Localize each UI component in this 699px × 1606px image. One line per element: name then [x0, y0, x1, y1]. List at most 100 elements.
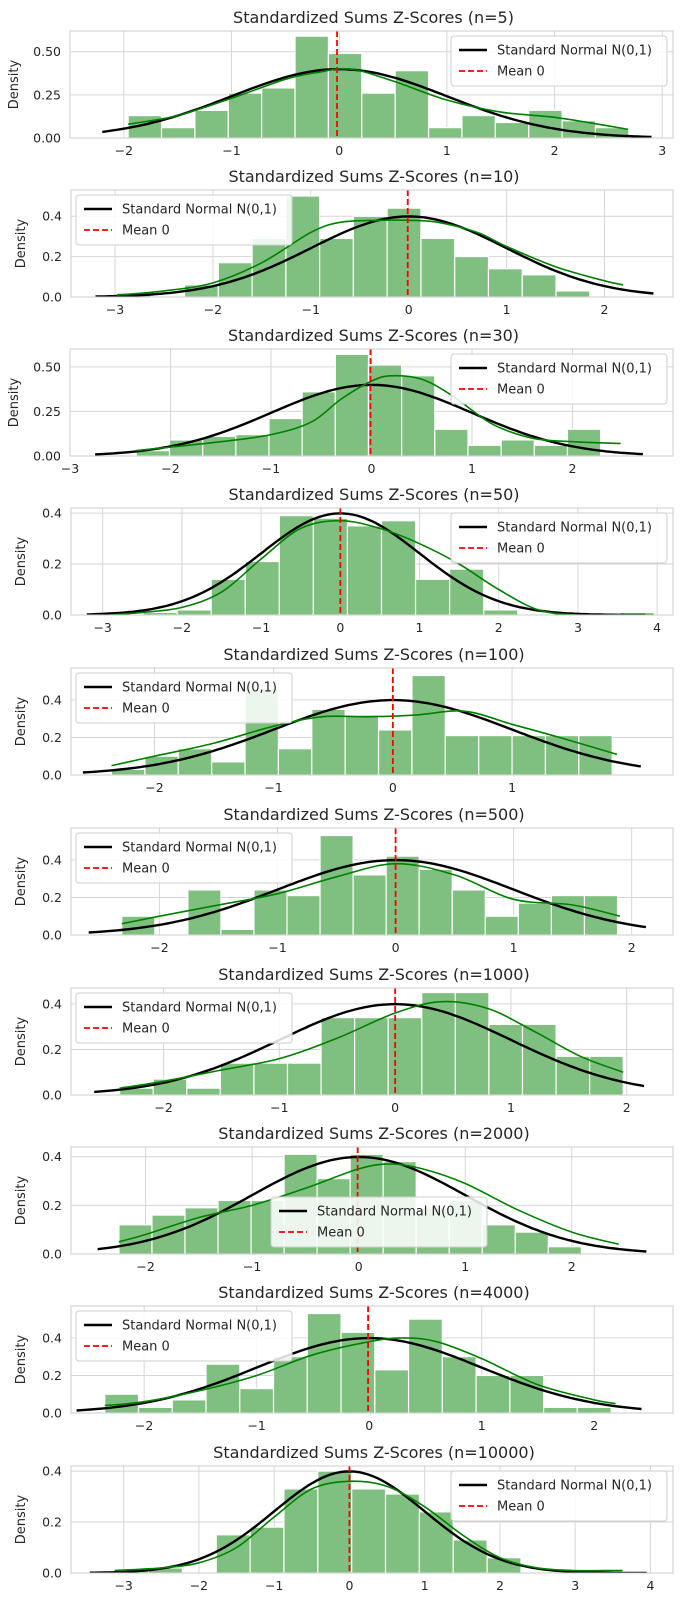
- x-tick-label: 2: [495, 620, 503, 635]
- y-tick-label: 0.0: [42, 608, 62, 623]
- histogram-bar: [268, 417, 303, 456]
- axes-frame: [70, 827, 674, 936]
- legend-mean-label: Mean 0: [497, 542, 545, 557]
- legend-box: [450, 512, 668, 564]
- y-tick-label: 0.2: [42, 890, 62, 905]
- x-tick-label: −2: [190, 1578, 208, 1593]
- kde-curve-line: [121, 862, 621, 925]
- histogram-bar: [319, 834, 354, 935]
- histogram-bar: [249, 1526, 285, 1573]
- x-tick-label: −1: [302, 302, 320, 317]
- normal-curve-line: [95, 383, 643, 456]
- y-tick-label: 0.0: [42, 1406, 62, 1421]
- x-tick-label: 3: [574, 620, 582, 635]
- kde-curve-line: [111, 710, 618, 767]
- histogram-bar: [514, 1231, 549, 1254]
- histogram-bar: [374, 1369, 410, 1413]
- legend-box: [75, 194, 293, 246]
- y-tick-label: 0.4: [42, 852, 62, 867]
- y-tick-label: 0.2: [42, 249, 62, 264]
- normal-curve-line: [82, 698, 641, 774]
- histogram-bar: [488, 1023, 524, 1095]
- y-tick-label: 0.2: [42, 557, 62, 572]
- histogram-bar: [160, 127, 196, 138]
- x-tick-label: −3: [93, 620, 111, 635]
- y-axis-label: Density: [14, 536, 29, 586]
- histogram-bar: [384, 1493, 421, 1573]
- axes-frame: [70, 1465, 674, 1574]
- normal-curve-line: [89, 1470, 647, 1573]
- x-tick-label: −1: [268, 940, 286, 955]
- axes-frame: [70, 507, 674, 616]
- histogram-bar: [311, 708, 346, 775]
- histogram-bar: [215, 1534, 251, 1573]
- histogram-bar: [521, 274, 557, 297]
- legend-normal-label: Standard Normal N(0,1): [122, 1319, 277, 1334]
- y-axis-label: Density: [14, 1494, 29, 1544]
- histogram-bar: [187, 889, 222, 935]
- chart-title: Standardized Sums Z-Scores (n=5): [233, 8, 514, 27]
- histogram-bar: [346, 525, 383, 615]
- x-tick-label: 2: [628, 940, 636, 955]
- plot-area: [76, 1306, 642, 1413]
- legend-normal-label: Standard Normal N(0,1): [497, 1479, 652, 1494]
- chart-panel: −2 −1 0 1 2 3 0.00 0.25 0.50 Standardized Sums Z-…: [7, 8, 674, 158]
- y-tick-label: 0.2: [42, 730, 62, 745]
- histogram-bar: [186, 1087, 221, 1095]
- histogram-bar: [385, 855, 420, 935]
- x-tick-label: 0: [405, 302, 413, 317]
- histogram-bar: [352, 215, 388, 297]
- histogram-bar: [286, 894, 321, 935]
- kde-curve-line: [119, 1000, 624, 1089]
- histogram-bar: [511, 734, 547, 775]
- chart-title: Standardized Sums Z-Scores (n=100): [223, 645, 524, 664]
- histogram-bar: [414, 578, 451, 615]
- histogram-bar: [334, 353, 370, 456]
- legend-mean-label: Mean 0: [122, 1340, 170, 1355]
- chart-panel: −3 −2 −1 0 1 2 0.00 0.25 0.50 Standardized Sums Z…: [7, 326, 674, 476]
- histogram-bar: [533, 444, 569, 456]
- axes-frame: [70, 1146, 674, 1255]
- histogram-bar: [137, 1406, 173, 1413]
- axes-frame: [69, 30, 674, 139]
- histogram-bar: [547, 1246, 582, 1254]
- histogram-bar: [312, 517, 349, 615]
- legend-mean-label: Mean 0: [497, 383, 545, 398]
- x-tick-label: 0: [336, 620, 344, 635]
- histogram-bar: [171, 1399, 207, 1413]
- chart-panel: −2 −1 0 1 2 0.0 0.2 0.4 Standardized Sums Z-Scor…: [14, 1124, 674, 1274]
- axes-frame: [69, 348, 674, 457]
- x-tick-label: −2: [173, 620, 191, 635]
- y-tick-label: 0.4: [42, 692, 62, 707]
- legend: Standard Normal N(0,1) Mean 0: [450, 35, 668, 87]
- x-tick-label: 0: [335, 143, 343, 158]
- histogram-bar: [411, 674, 446, 775]
- legend-normal-label: Standard Normal N(0,1): [122, 841, 277, 856]
- histogram-bar: [194, 109, 229, 138]
- histogram-bar: [451, 889, 486, 935]
- x-tick-label: −2: [150, 940, 168, 955]
- histogram-bar: [202, 435, 237, 456]
- x-tick-label: −1: [222, 143, 240, 158]
- histogram-bar: [327, 52, 363, 138]
- chart-panel: −2 −1 0 1 2 0.0 0.2 0.4 Standardized Sums Z-Scor…: [14, 965, 674, 1115]
- legend-box: [450, 1470, 668, 1522]
- chart-panel: −3 −2 −1 0 1 2 3 4 0.0 0.2 0.4 Standardized Sums Z-…: [14, 485, 674, 635]
- x-tick-label: 1: [510, 940, 518, 955]
- y-tick-label: 0.2: [42, 1042, 62, 1057]
- x-tick-label: −2: [145, 780, 163, 795]
- y-axis-label: Density: [14, 1175, 29, 1225]
- y-tick-label: 0.50: [33, 44, 61, 59]
- histogram-bar: [351, 1488, 387, 1573]
- plot-area: [89, 1466, 647, 1573]
- legend-box: [450, 35, 668, 87]
- histogram-bar: [352, 874, 387, 935]
- x-tick-label: 1: [461, 1259, 469, 1274]
- normal-curve-line: [88, 858, 647, 934]
- x-tick-label: −2: [135, 1418, 153, 1433]
- axes-frame: [70, 189, 674, 298]
- x-tick-label: 3: [658, 143, 666, 158]
- x-tick-label: 1: [443, 143, 451, 158]
- x-tick-label: −3: [61, 461, 79, 476]
- histogram-bar: [387, 1016, 423, 1095]
